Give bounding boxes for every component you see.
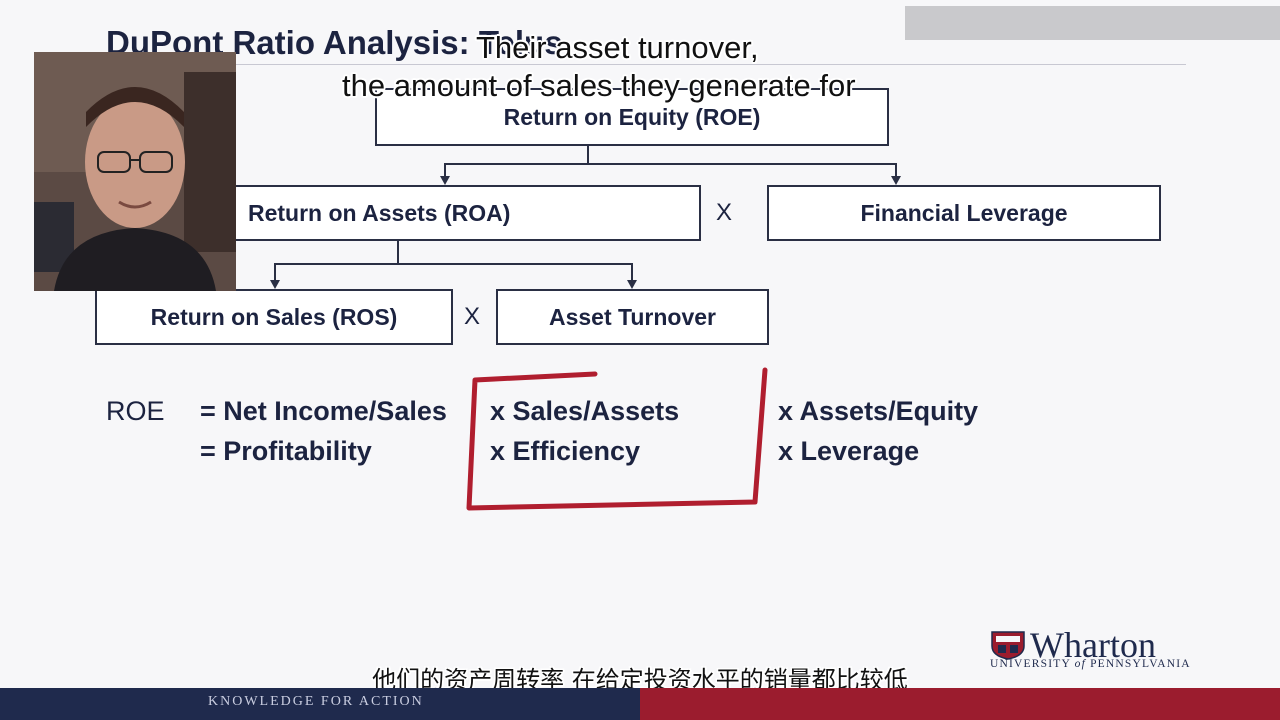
- arrow-to-roa: [440, 176, 450, 185]
- box-return-on-equity: Return on Equity (ROE): [375, 88, 889, 146]
- footer-tagline: KNOWLEDGE FOR ACTION: [208, 694, 424, 709]
- connector-roe-stem: [587, 146, 589, 164]
- box-return-on-sales: Return on Sales (ROS): [95, 289, 453, 345]
- subtitle-english-line-1: Their asset turnover,: [476, 30, 759, 65]
- connector-roe-horizontal: [444, 163, 897, 165]
- arrow-to-turnover: [627, 280, 637, 289]
- box-return-on-assets: Return on Assets (ROA): [196, 185, 701, 241]
- wharton-shield-icon: [991, 631, 1025, 660]
- formula-sales-assets: x Sales/Assets: [490, 396, 680, 426]
- times-operator-lower: X: [464, 303, 481, 330]
- header-bar: [905, 6, 1280, 40]
- box-asset-turnover: Asset Turnover: [496, 289, 769, 345]
- subtitle-english-line-2: the amount of sales they generate for: [342, 68, 856, 103]
- wharton-logo-subtitle: UNIVERSITY of PENNSYLVANIA: [990, 658, 1191, 670]
- presenter-webcam: [34, 52, 236, 291]
- formula-net-income-sales: = Net Income/Sales: [200, 396, 447, 426]
- connector-to-roa: [444, 163, 446, 177]
- arrow-to-leverage: [891, 176, 901, 185]
- formula-efficiency: x Efficiency: [490, 436, 641, 466]
- highlight-box: [466, 367, 768, 511]
- wharton-logo-wordmark: Wharton: [1030, 625, 1156, 665]
- footer-band-right: [640, 688, 1280, 720]
- box-financial-leverage: Financial Leverage: [767, 185, 1161, 241]
- formula-profitability: = Profitability: [200, 436, 372, 466]
- connector-to-turnover: [631, 263, 633, 281]
- formula-roe-label: ROE: [106, 396, 165, 426]
- formula-assets-equity: x Assets/Equity: [778, 396, 979, 426]
- connector-roa-horizontal: [274, 263, 633, 265]
- footer-band-left: [0, 688, 640, 720]
- presenter-image: [34, 52, 236, 291]
- connector-roa-stem: [397, 240, 399, 264]
- connector-to-leverage: [895, 163, 897, 177]
- times-operator-upper: X: [716, 199, 733, 226]
- formula-leverage: x Leverage: [778, 436, 920, 466]
- connector-to-ros: [274, 263, 276, 281]
- title-divider: [106, 64, 1186, 65]
- arrow-to-ros: [270, 280, 280, 289]
